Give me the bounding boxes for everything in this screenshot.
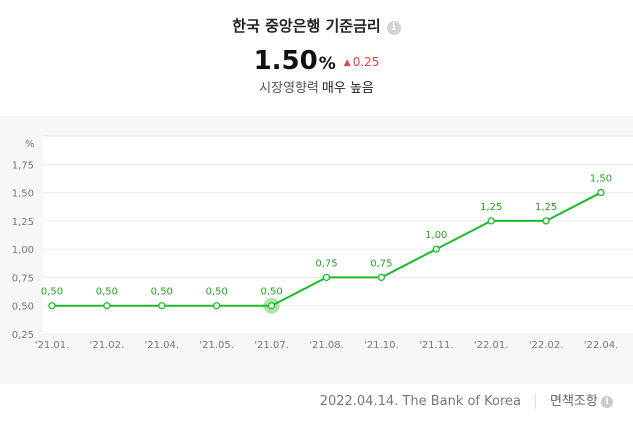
y-tick-label: 1,00 xyxy=(12,245,34,256)
rate-row: 1.50% ▲ 0.25 xyxy=(0,44,633,81)
impact-label: 시장영향력 xyxy=(259,81,319,96)
page-title: 한국 중앙은행 기준금리 xyxy=(232,17,381,35)
rate-unit: % xyxy=(318,54,336,74)
rate-header: 한국 중앙은행 기준금리 i 1.50% ▲ 0.25 시장영향력 매우 높음 xyxy=(0,0,633,116)
data-point xyxy=(542,217,550,225)
data-label: 0,50 xyxy=(41,287,63,298)
x-tick-label: '22.04. xyxy=(584,340,619,351)
plot-area xyxy=(43,136,633,334)
info-icon[interactable]: i xyxy=(386,21,401,35)
data-point xyxy=(432,245,440,253)
disclaimer-link[interactable]: 면책조항 i xyxy=(550,393,613,411)
x-tick-label: '21.04. xyxy=(145,340,180,351)
data-point xyxy=(487,217,495,225)
data-point xyxy=(48,302,56,310)
x-tick-label: '21.11. xyxy=(419,340,454,351)
y-tick-label: 0,50 xyxy=(12,302,34,313)
y-axis-label: % xyxy=(25,139,35,150)
x-tick-label: '22.01. xyxy=(474,340,509,351)
data-label: 0,75 xyxy=(370,258,392,269)
info-icon: i xyxy=(600,396,613,408)
y-tick-label: 1,50 xyxy=(12,189,34,200)
data-label: 0,50 xyxy=(260,287,282,298)
x-tick-label: '21.02. xyxy=(90,340,125,351)
triangle-up-icon: ▲ xyxy=(343,58,351,68)
data-label: 0,50 xyxy=(96,287,118,298)
x-tick-label: '22.02. xyxy=(529,340,564,351)
y-tick-label: 1,25 xyxy=(12,217,34,228)
data-point xyxy=(377,273,386,282)
data-label: 1,00 xyxy=(425,230,447,241)
rate-value: 1.50 xyxy=(253,46,318,76)
data-label: 0,50 xyxy=(151,287,173,298)
impact-level: 매우 높음 xyxy=(321,81,374,96)
y-tick-label: 1,75 xyxy=(12,160,34,171)
data-point xyxy=(103,302,111,310)
y-tick-label: 0,25 xyxy=(12,330,34,341)
y-tick-label: 0,75 xyxy=(12,273,34,284)
rate-change: ▲ 0.25 xyxy=(344,55,380,69)
data-label: 0,50 xyxy=(206,287,228,298)
source-text: 2022.04.14. The Bank of Korea xyxy=(319,394,521,409)
chart-panel: 0,25 0,50 0,75 1,00 1,25 1,50 1,75% '21.01. '21.… xyxy=(0,116,633,384)
data-point xyxy=(322,273,331,282)
rate-line-chart[interactable]: 0,25 0,50 0,75 1,00 1,25 1,50 1,75% '21.01. '21.… xyxy=(0,116,633,384)
x-tick-label: '21.07. xyxy=(254,340,289,351)
footer-divider xyxy=(535,394,536,409)
x-tick-label: '21.08. xyxy=(309,340,344,351)
x-tick-label: '21.05. xyxy=(199,340,234,351)
footer: 2022.04.14. The Bank of Korea 면책조항 i xyxy=(0,384,633,422)
rate-change-value: 0.25 xyxy=(352,55,380,69)
data-label: 1,25 xyxy=(480,202,502,213)
data-label: 1,25 xyxy=(535,202,557,213)
x-tick-label: '21.10. xyxy=(364,340,399,351)
data-label: 1,50 xyxy=(590,174,612,185)
data-point xyxy=(213,302,221,310)
title-row: 한국 중앙은행 기준금리 i xyxy=(0,15,633,37)
data-point xyxy=(158,302,166,310)
data-point xyxy=(597,188,605,197)
x-tick-label: '21.01. xyxy=(35,340,70,351)
disclaimer-label: 면책조항 xyxy=(550,394,598,409)
impact-row: 시장영향력 매우 높음 xyxy=(0,80,633,98)
data-point xyxy=(267,302,276,310)
data-label: 0,75 xyxy=(315,258,337,269)
